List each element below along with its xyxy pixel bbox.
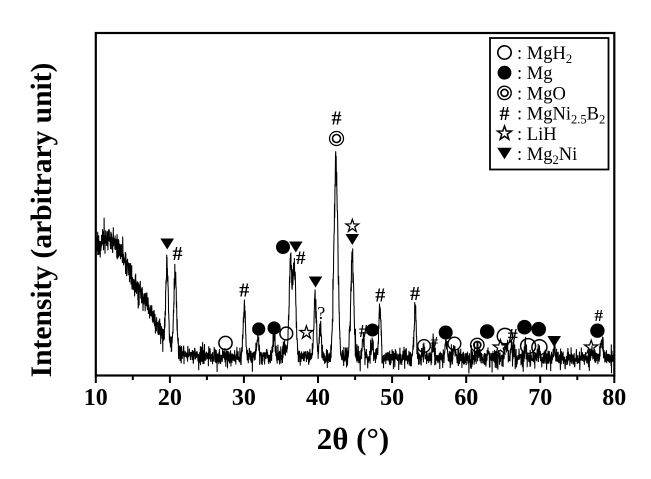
svg-text:#: # [173,243,183,265]
svg-text:#: # [508,325,518,347]
svg-text:: Mg2Ni: : Mg2Ni [517,145,577,167]
svg-text:#: # [500,103,510,125]
svg-text:?: ? [317,303,325,323]
svg-text:Intensity (arbitrary unit): Intensity (arbitrary unit) [26,63,58,378]
svg-text:20: 20 [158,385,182,411]
svg-text:: MgO: : MgO [517,84,566,104]
svg-text:#: # [410,283,420,305]
svg-text:50: 50 [380,385,404,411]
svg-text:10: 10 [84,385,108,411]
svg-text:#: # [296,248,306,269]
svg-text:30: 30 [232,385,256,411]
svg-text:2θ (°): 2θ (°) [317,421,389,456]
svg-text:#: # [431,334,439,350]
svg-text:: LiH: : LiH [517,125,557,145]
svg-text:#: # [332,108,342,130]
svg-text:#: # [375,285,385,307]
svg-text:70: 70 [528,385,552,411]
svg-text:60: 60 [454,385,478,411]
svg-text:80: 80 [602,385,626,411]
svg-text:#: # [239,280,249,302]
svg-text:: MgH2: : MgH2 [517,44,572,66]
svg-text:: Mg: : Mg [517,64,552,84]
svg-text:#: # [359,321,368,341]
svg-text:#: # [594,306,603,325]
svg-text:40: 40 [306,385,330,411]
svg-text:: MgNi2.5B2: : MgNi2.5B2 [517,105,605,127]
